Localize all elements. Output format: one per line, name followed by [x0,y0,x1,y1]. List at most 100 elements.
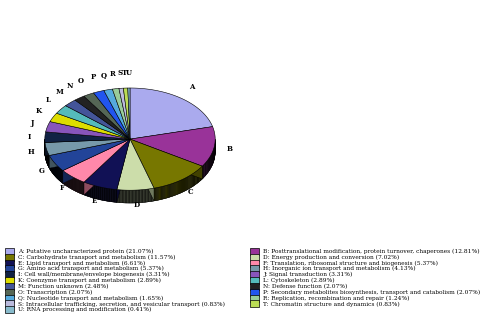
Polygon shape [94,90,130,139]
Polygon shape [204,163,205,177]
Polygon shape [143,190,144,203]
FancyBboxPatch shape [250,301,259,307]
FancyBboxPatch shape [250,295,259,301]
Polygon shape [149,189,150,202]
Polygon shape [104,89,130,139]
Polygon shape [129,190,130,203]
Polygon shape [184,178,185,191]
Polygon shape [177,181,178,195]
Text: G: G [38,167,44,175]
Polygon shape [119,88,130,139]
Text: D: D [134,201,140,210]
Polygon shape [160,187,161,200]
Polygon shape [134,190,135,203]
Polygon shape [130,139,202,179]
Polygon shape [118,190,119,203]
Polygon shape [136,190,138,203]
FancyBboxPatch shape [5,277,14,284]
Text: B: Posttranslational modification, protein turnover, chaperones (12.81%): B: Posttranslational modification, prote… [263,249,480,254]
Text: L: L [46,96,51,104]
Polygon shape [209,157,210,171]
FancyBboxPatch shape [5,248,14,255]
Text: K: K [36,107,42,115]
Polygon shape [108,189,109,201]
Polygon shape [89,184,90,197]
Text: M: Function unknown (2.48%): M: Function unknown (2.48%) [18,284,108,289]
Polygon shape [194,172,195,185]
Polygon shape [85,183,86,196]
Polygon shape [202,166,203,179]
Polygon shape [126,190,128,203]
Polygon shape [124,88,130,139]
Polygon shape [84,93,130,139]
Text: K: Coenzyme transport and metabolism (2.89%): K: Coenzyme transport and metabolism (2.… [18,278,161,283]
Polygon shape [190,174,192,188]
Polygon shape [103,188,104,200]
FancyBboxPatch shape [250,277,259,284]
Polygon shape [112,189,114,202]
Polygon shape [84,139,130,195]
Polygon shape [106,188,107,201]
Polygon shape [45,139,130,155]
Text: O: O [78,77,84,85]
Polygon shape [86,183,87,196]
Text: C: Carbohydrate transport and metabolism (11.57%): C: Carbohydrate transport and metabolism… [18,255,176,260]
Text: F: Translation, ribosomal structure and biogenesis (5.37%): F: Translation, ribosomal structure and … [263,260,438,266]
Text: H: Inorganic ion transport and metabolism (4.13%): H: Inorganic ion transport and metabolis… [263,266,416,271]
Polygon shape [154,188,155,201]
Polygon shape [90,184,91,197]
Polygon shape [120,190,122,203]
Polygon shape [99,187,100,200]
Text: P: P [90,73,96,81]
Polygon shape [180,180,181,193]
Polygon shape [152,188,154,201]
Polygon shape [162,186,164,199]
Polygon shape [151,189,152,201]
FancyBboxPatch shape [5,295,14,301]
Polygon shape [104,188,105,201]
Polygon shape [188,176,190,189]
Text: E: E [92,197,97,205]
Polygon shape [158,187,159,200]
Polygon shape [169,184,170,197]
Polygon shape [201,167,202,180]
Polygon shape [92,185,93,198]
Text: T: T [122,69,128,77]
Polygon shape [130,139,154,201]
Text: J: J [31,119,34,127]
Polygon shape [105,188,106,201]
Polygon shape [207,160,208,174]
Polygon shape [128,88,130,139]
Polygon shape [119,190,120,203]
Polygon shape [101,187,102,200]
Text: G: Amino acid transport and metabolism (5.37%): G: Amino acid transport and metabolism (… [18,266,164,271]
FancyBboxPatch shape [5,254,14,261]
Polygon shape [88,184,89,197]
Ellipse shape [45,101,215,203]
Polygon shape [206,161,207,174]
Text: U: RNA processing and modification (0.41%): U: RNA processing and modification (0.41… [18,307,152,313]
Polygon shape [95,185,96,198]
Polygon shape [50,139,130,168]
FancyBboxPatch shape [250,265,259,272]
Polygon shape [181,179,182,193]
Polygon shape [94,185,95,198]
Polygon shape [123,190,124,203]
Polygon shape [168,185,169,198]
Polygon shape [133,190,134,203]
Polygon shape [75,96,130,139]
Text: U: U [126,69,132,77]
Polygon shape [130,139,154,201]
Polygon shape [109,189,110,202]
Polygon shape [45,132,130,143]
Polygon shape [84,139,130,195]
Polygon shape [195,172,196,185]
Text: C: C [188,188,194,196]
Polygon shape [130,127,215,166]
Text: M: M [56,88,64,96]
Polygon shape [111,189,112,202]
Polygon shape [96,186,98,199]
Text: Q: Q [101,71,107,79]
Text: B: B [226,145,232,153]
Polygon shape [116,190,117,202]
